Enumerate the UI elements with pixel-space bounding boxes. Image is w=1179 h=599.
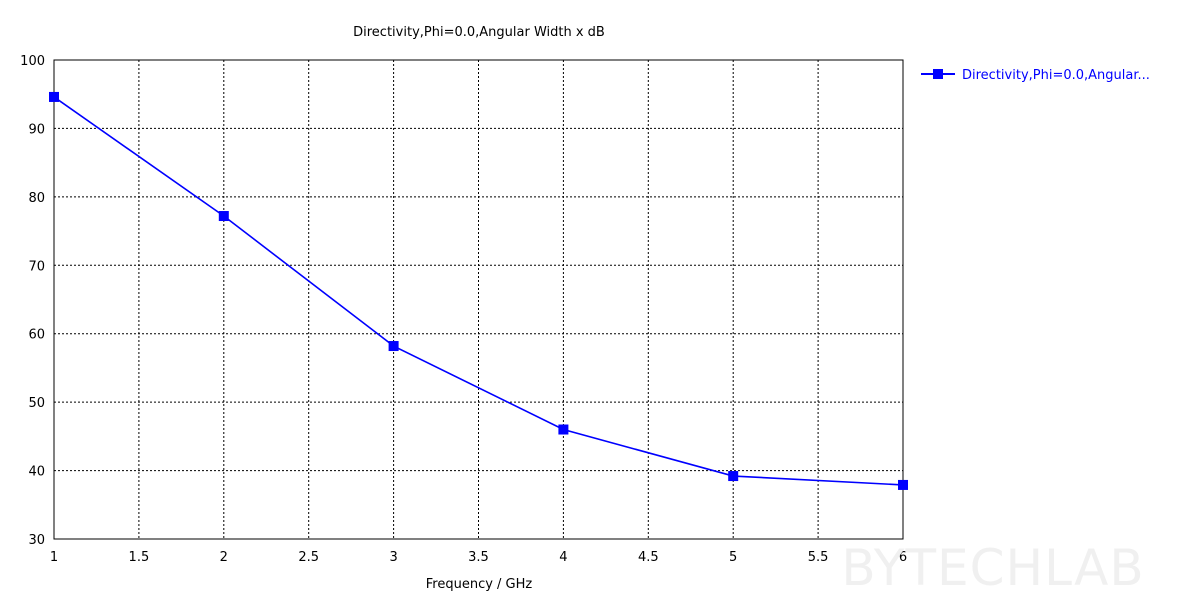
y-tick-label: 30: [28, 533, 45, 548]
data-point: [49, 91, 59, 102]
y-tick-label: 60: [28, 328, 45, 343]
watermark: BYTECHLAB: [841, 539, 1144, 597]
series-line: [53, 96, 904, 486]
x-tick-label: 2: [220, 550, 228, 565]
y-tick-label: 100: [20, 54, 45, 69]
y-tick-label: 50: [28, 396, 45, 411]
y-tick-label: 70: [28, 259, 45, 274]
legend-marker: [933, 69, 943, 79]
x-tick-label: 5: [729, 550, 737, 565]
x-tick-label: 2.5: [298, 550, 319, 565]
legend: Directivity,Phi=0.0,Angular...: [921, 68, 1150, 83]
data-point: [728, 471, 739, 482]
x-axis-ticks: 1 1.5 2 2.5 3 3.5 4 4.5 5 5.5 6: [50, 550, 907, 565]
y-tick-label: 90: [28, 122, 45, 137]
x-tick-label: 4: [559, 550, 567, 565]
series-layer: [49, 91, 908, 490]
x-tick-label: 1: [50, 550, 58, 565]
data-point: [898, 479, 908, 490]
legend-label: Directivity,Phi=0.0,Angular...: [962, 68, 1150, 83]
y-tick-label: 40: [28, 465, 45, 480]
x-tick-label: 6: [899, 550, 907, 565]
x-tick-label: 1.5: [129, 550, 150, 565]
grid-lines: [54, 60, 903, 539]
x-tick-label: 3.5: [468, 550, 489, 565]
x-tick-label: 3: [389, 550, 397, 565]
data-point: [218, 211, 229, 222]
x-axis-label: Frequency / GHz: [426, 577, 533, 592]
x-tick-label: 4.5: [638, 550, 659, 565]
x-tick-label: 5.5: [808, 550, 829, 565]
y-tick-label: 80: [28, 191, 45, 206]
chart-title: Directivity,Phi=0.0,Angular Width x dB: [353, 25, 605, 40]
y-axis-ticks: 30 40 50 60 70 80 90 100: [20, 54, 45, 548]
data-point: [388, 341, 399, 352]
plot-area: [53, 59, 904, 540]
data-point: [558, 424, 569, 435]
